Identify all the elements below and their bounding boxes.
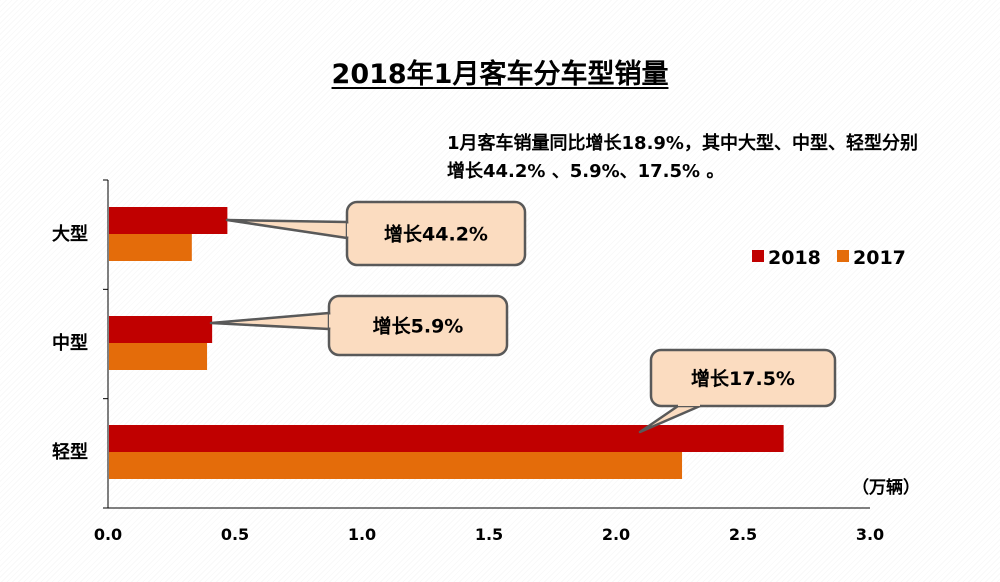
x-tick-label: 1.0	[348, 525, 376, 544]
callout-box	[649, 348, 837, 408]
legend-label: 2018	[768, 247, 821, 269]
legend-swatch	[837, 250, 849, 262]
unit-label: （万辆）	[852, 477, 920, 498]
x-tick-label: 0.0	[94, 525, 122, 544]
callout-pointer	[225, 218, 349, 240]
category-label: 大型	[52, 223, 88, 245]
x-tick-label: 3.0	[856, 525, 884, 544]
bar-2018	[109, 207, 228, 234]
x-tick-label: 0.5	[221, 525, 249, 544]
x-tick-label: 2.5	[729, 525, 757, 544]
bar-2017	[109, 343, 208, 370]
x-tick-label: 2.0	[602, 525, 630, 544]
bar-2018	[109, 316, 213, 343]
callout: 增长44.2%	[225, 200, 527, 267]
callout-label: 增长5.9%	[373, 315, 464, 338]
bar-2018	[109, 425, 784, 452]
callout: 增长17.5%	[638, 348, 837, 434]
callout-label: 增长17.5%	[691, 367, 795, 390]
category-label: 中型	[52, 332, 88, 354]
x-tick-label: 1.5	[475, 525, 503, 544]
callout-pointer	[209, 311, 331, 331]
chart-title: 2018年1月客车分车型销量	[331, 59, 669, 90]
bar-2017	[109, 452, 683, 479]
legend-label: 2017	[853, 247, 906, 269]
bar-2017	[109, 234, 192, 261]
category-label: 轻型	[52, 441, 88, 463]
callout: 增长5.9%	[209, 294, 509, 357]
legend-swatch	[752, 250, 764, 262]
callout-label: 增长44.2%	[384, 223, 488, 246]
summary-text: 1月客车销量同比增长18.9%，其中大型、中型、轻型分别增长44.2% 、5.9…	[447, 133, 918, 182]
